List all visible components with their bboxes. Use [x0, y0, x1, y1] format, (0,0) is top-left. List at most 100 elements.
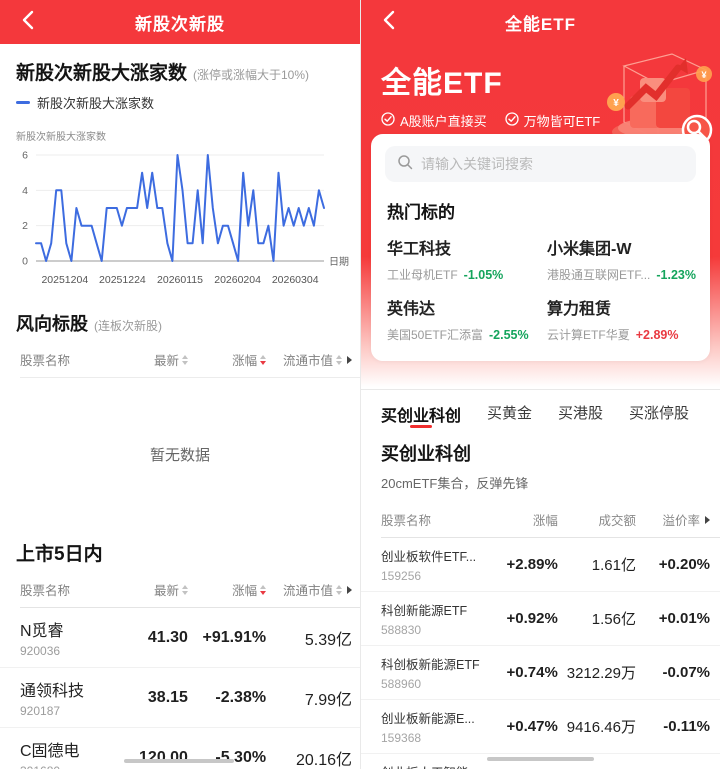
etf-name: 科创板新能源ETF	[381, 658, 480, 672]
tab-hk-stocks[interactable]: 买港股	[558, 405, 604, 422]
tab-limit-up[interactable]: 买涨停股	[629, 405, 690, 422]
horizontal-scrollbar[interactable]	[487, 757, 594, 761]
etf-section-header: 买创业科创 20cmETF集合，反弹先锋	[361, 432, 720, 492]
stock-change-pct: -2.38%	[215, 688, 267, 706]
tab-gold[interactable]: 买黄金	[487, 405, 533, 422]
etf-volume: 1.56亿	[591, 611, 636, 628]
hot-targets-grid: 华工科技 工业母机ETF -1.05% 小米集团-W 港股通互联网ETF... -1…	[385, 225, 696, 345]
hot-item-etf: 港股通互联网ETF...	[547, 268, 651, 282]
col-last-sortable[interactable]: 最新	[118, 580, 188, 599]
check-circle-icon	[505, 112, 519, 129]
chart-y-axis-title: 新股次新股大涨家数	[16, 132, 106, 143]
hot-item-name: 小米集团-W	[547, 241, 632, 258]
divider	[361, 389, 720, 390]
stock-row[interactable]: 通领科技 920187 38.15 -2.38% 7.99亿	[0, 668, 360, 728]
etf-row[interactable]: 创业板新能源E... 159368 +0.47% 9416.46万 -0.11%	[361, 700, 720, 754]
stock-last-price: 38.15	[147, 688, 188, 706]
line-chart: 0 2 4 6 20251204 20251224 20260115 20260204 2026…	[0, 143, 360, 300]
banner-title: 全能ETF	[381, 67, 503, 100]
svg-text:6: 6	[22, 150, 28, 162]
col-float-cap-sortable[interactable]: 流通市值	[266, 350, 352, 369]
col-float-cap-sortable[interactable]: 流通市值	[266, 580, 352, 599]
sort-icon	[181, 584, 188, 595]
chart-title: 新股次新股大涨家数	[16, 63, 188, 84]
etf-section-title: 买创业科创	[381, 444, 471, 464]
wind-section: 风向标股 (连板次新股) 股票名称 最新 涨幅 流通市值 暂无数据	[0, 310, 360, 539]
col-premium[interactable]: 溢价率	[636, 510, 710, 529]
stock-name: 通领科技	[20, 683, 85, 700]
banner-text: 全能ETF A股账户直接买 万物皆可ETF	[361, 54, 720, 130]
sort-icon	[336, 354, 342, 365]
horizontal-scrollbar[interactable]	[124, 759, 234, 763]
search-hot-card: 热门标的 华工科技 工业母机ETF -1.05% 小米集团-W 港股通互联网ETF…	[371, 134, 710, 361]
etf-volume: 3212.29万	[566, 665, 636, 682]
etf-section-subtitle: 20cmETF集合，反弹先锋	[381, 476, 529, 491]
check-circle-icon	[381, 112, 395, 129]
back-icon	[22, 10, 34, 35]
hot-item-name: 算力租赁	[547, 301, 612, 318]
svg-text:¥: ¥	[613, 98, 619, 109]
svg-text:20260204: 20260204	[214, 274, 261, 286]
chart-title-note: (涨停或涨幅大于10%)	[193, 68, 310, 82]
svg-text:4: 4	[22, 185, 28, 197]
stock-row[interactable]: N觅睿 920036 41.30 +91.91% 5.39亿	[0, 608, 360, 668]
sort-icon	[181, 354, 188, 365]
hot-item[interactable]: 小米集团-W 港股通互联网ETF... -1.23%	[545, 225, 696, 285]
stock-row[interactable]: C固德电 301680 120.00 -5.30% 20.16亿	[0, 728, 360, 769]
hot-item-pct: -1.05%	[463, 268, 504, 282]
col-volume[interactable]: 成交额	[598, 514, 636, 528]
col-change-sortable[interactable]: 涨幅	[188, 580, 267, 599]
tab-chuangye-kechuang[interactable]: 买创业科创	[381, 402, 461, 432]
etf-code: 159256	[381, 569, 422, 583]
hot-item-etf: 云计算ETF华夏	[547, 328, 630, 342]
divider	[20, 377, 360, 378]
sort-desc-active-icon	[260, 584, 267, 595]
etf-row[interactable]: 科创板新能源ETF 588960 +0.74% 3212.29万 -0.07%	[361, 646, 720, 700]
wind-section-note: (连板次新股)	[94, 319, 162, 333]
hot-item-name: 华工科技	[387, 241, 452, 258]
etf-table-header: 股票名称 涨幅 成交额 溢价率	[361, 492, 720, 537]
col-change-sortable[interactable]: 涨幅	[188, 350, 267, 369]
stock-code: 920187	[20, 704, 61, 718]
hot-item-name: 英伟达	[387, 301, 436, 318]
etf-volume: 9416.46万	[566, 719, 636, 736]
stock-code: 920036	[20, 644, 61, 658]
etf-name: 科创新能源ETF	[381, 604, 468, 618]
hot-item-pct: +2.89%	[635, 328, 679, 342]
chart-header: 新股次新股大涨家数 (涨停或涨幅大于10%) 新股次新股大涨家数	[0, 44, 360, 112]
etf-row[interactable]: 创业板软件ETF... 159256 +2.89% 1.61亿 +0.20%	[361, 538, 720, 592]
search-input[interactable]	[421, 156, 684, 172]
etf-volume: 1.61亿	[591, 557, 636, 574]
hot-targets-title: 热门标的	[387, 203, 455, 222]
etf-row[interactable]: 科创新能源ETF 588830 +0.92% 1.56亿 +0.01%	[361, 592, 720, 646]
search-box[interactable]	[385, 146, 696, 182]
hot-item[interactable]: 华工科技 工业母机ETF -1.05%	[385, 225, 531, 285]
etf-premium-pct: +0.20%	[658, 556, 710, 573]
col-last-sortable[interactable]: 最新	[118, 350, 188, 369]
right-back-button[interactable]	[371, 0, 407, 44]
hot-item[interactable]: 算力租赁 云计算ETF华夏 +2.89%	[545, 285, 696, 345]
etf-name: 创业板新能源E...	[381, 712, 475, 726]
etf-premium-pct: +0.01%	[658, 610, 710, 627]
left-back-button[interactable]	[10, 0, 46, 44]
listed-5d-title: 上市5日内	[16, 544, 103, 565]
col-stock-name: 股票名称	[20, 354, 71, 368]
banner-feature-2: 万物皆可ETF	[505, 111, 600, 130]
listed-5d-section: 上市5日内 股票名称 最新 涨幅 流通市值 N觅睿 920036 41.30 +9…	[0, 539, 360, 769]
svg-text:20260304: 20260304	[272, 274, 319, 286]
more-columns-icon[interactable]	[347, 585, 352, 594]
stock-last-price: 120.00	[139, 748, 188, 766]
col-stock-name: 股票名称	[381, 514, 432, 528]
col-change[interactable]: 涨幅	[532, 514, 558, 528]
etf-name: 创业板软件ETF...	[381, 550, 477, 564]
stock-float-cap: 7.99亿	[304, 691, 352, 709]
stock-name: C固德电	[20, 743, 80, 760]
more-columns-icon[interactable]	[347, 355, 352, 364]
svg-text:20251204: 20251204	[41, 274, 88, 286]
more-columns-icon[interactable]	[705, 515, 710, 524]
stock-change-pct: -5.30%	[215, 748, 267, 766]
svg-text:20251224: 20251224	[99, 274, 146, 286]
hot-item[interactable]: 英伟达 美国50ETF汇添富 -2.55%	[385, 285, 531, 345]
back-icon	[383, 10, 395, 35]
